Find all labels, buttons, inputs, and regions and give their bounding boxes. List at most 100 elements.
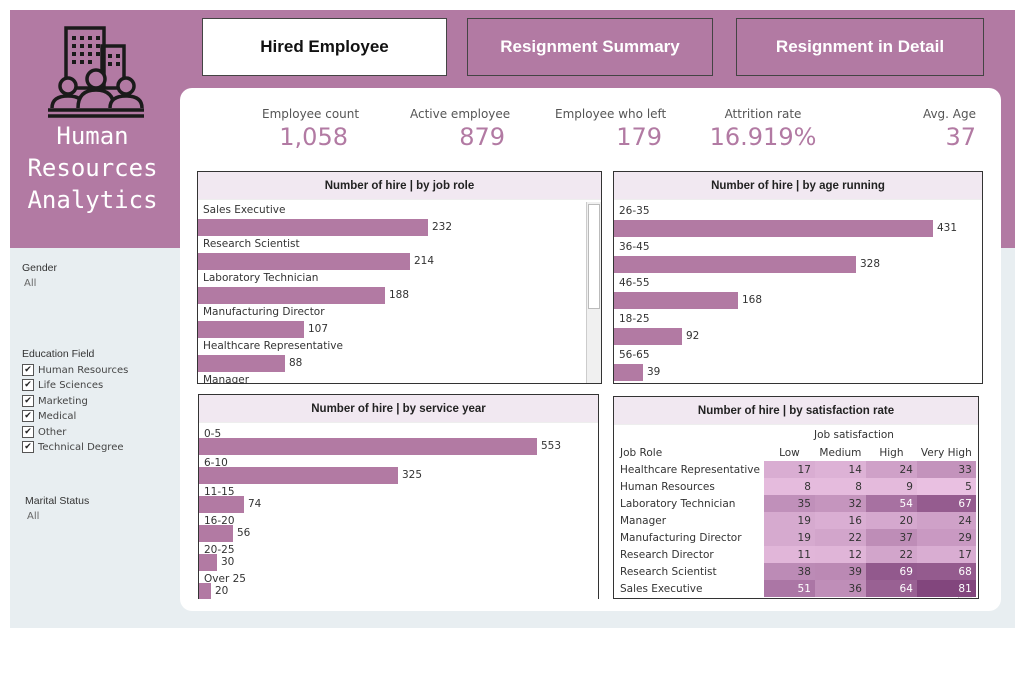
bar[interactable] [198, 321, 304, 338]
heatmap-cell[interactable]: 19 [763, 529, 815, 546]
chart-hire-by-job-role: Number of hire | by job role Sales Execu… [197, 171, 602, 384]
checkbox[interactable]: ✔ [22, 410, 34, 422]
heatmap-cell[interactable]: 12 [814, 546, 866, 563]
kpi-employee-left: Employee who left 179 [555, 107, 667, 151]
option-label: Life Sciences [38, 379, 104, 391]
heatmap-cell[interactable]: 8 [814, 478, 866, 495]
heatmap-cell[interactable]: 67 [916, 495, 976, 512]
bar[interactable] [614, 328, 682, 345]
bar-label: 56-65 [619, 349, 650, 361]
education-option[interactable]: ✔ Life Sciences [22, 378, 103, 392]
table-row: Human Resources 8 8 9 5 [616, 478, 976, 495]
kpi-label: Employee who left [555, 107, 667, 121]
heatmap-cell[interactable]: 33 [916, 461, 976, 478]
heatmap-cell[interactable]: 35 [763, 495, 815, 512]
heatmap-cell[interactable]: 17 [763, 461, 815, 478]
heatmap-cell[interactable]: 11 [763, 546, 815, 563]
kpi-label: Avg. Age [922, 107, 976, 121]
filter-gender-title: Gender [22, 262, 58, 274]
chart-scrollbar[interactable] [586, 202, 601, 383]
filter-marital-value[interactable]: All [27, 511, 40, 522]
heatmap-cell[interactable]: 22 [814, 529, 866, 546]
checkbox[interactable]: ✔ [22, 426, 34, 438]
heatmap-cell[interactable]: 69 [865, 563, 917, 580]
heatmap-cell[interactable]: 29 [916, 529, 976, 546]
kpi-label: Attrition rate [724, 107, 802, 121]
heatmap-cell[interactable]: 39 [814, 563, 866, 580]
table-row: Healthcare Representative 17 14 24 33 [616, 461, 976, 478]
education-option[interactable]: ✔ Marketing [22, 394, 88, 408]
tab-resignment-in-detail[interactable]: Resignment in Detail [736, 18, 984, 76]
heatmap-cell[interactable]: 64 [865, 580, 917, 597]
heatmap-cell[interactable]: 22 [865, 546, 917, 563]
option-label: Other [38, 426, 67, 438]
bar-label: Laboratory Technician [203, 272, 319, 284]
bar-value: 431 [937, 222, 958, 234]
heatmap-cell[interactable]: 9 [865, 478, 917, 495]
checkbox[interactable]: ✔ [22, 379, 34, 391]
bar[interactable] [614, 256, 856, 273]
bar-value: 553 [541, 440, 562, 452]
bar-value: 168 [742, 294, 763, 306]
table-row: Laboratory Technician 35 32 54 67 [616, 495, 976, 512]
bar[interactable] [198, 253, 410, 270]
bar-value: 56 [237, 527, 251, 539]
heatmap-cell[interactable]: 68 [916, 563, 976, 580]
bar[interactable] [199, 467, 398, 484]
bar[interactable] [199, 438, 537, 455]
bar-value: 88 [289, 357, 303, 369]
checkbox[interactable]: ✔ [22, 364, 34, 376]
heatmap-cell[interactable]: 81 [916, 580, 976, 597]
scroll-thumb[interactable] [588, 204, 600, 309]
app-title-line: Analytics [27, 186, 158, 214]
checkbox[interactable]: ✔ [22, 395, 34, 407]
tab-hired-employee[interactable]: Hired Employee [202, 18, 447, 76]
heatmap-cell[interactable]: 16 [814, 512, 866, 529]
kpi-value: 37 [945, 123, 976, 151]
checkbox[interactable]: ✔ [22, 441, 34, 453]
heatmap-cell[interactable]: 5 [916, 478, 976, 495]
education-option[interactable]: ✔ Medical [22, 409, 76, 423]
bar[interactable] [614, 292, 738, 309]
filter-gender-value[interactable]: All [24, 278, 37, 289]
heatmap-cell[interactable]: 36 [814, 580, 866, 597]
option-label: Medical [38, 410, 77, 422]
heatmap-cell[interactable]: 24 [865, 461, 917, 478]
heatmap-cell[interactable]: 51 [763, 580, 815, 597]
heatmap-cell[interactable]: 38 [763, 563, 815, 580]
heatmap-row-header: Job Role [620, 446, 663, 459]
heatmap-cell[interactable]: 14 [814, 461, 866, 478]
bar[interactable] [198, 287, 385, 304]
heatmap-cell[interactable]: 32 [814, 495, 866, 512]
heatmap-cell[interactable]: 19 [763, 512, 815, 529]
tab-resignment-summary[interactable]: Resignment Summary [467, 18, 713, 76]
bar-value: 188 [389, 289, 410, 301]
heatmap-cell[interactable]: 17 [916, 546, 976, 563]
heatmap-cell[interactable]: 8 [763, 478, 815, 495]
bar-label: Manager [203, 374, 250, 384]
education-option[interactable]: ✔ Technical Degree [22, 440, 124, 454]
bar-label: 18-25 [619, 313, 650, 325]
heatmap-cell[interactable]: 54 [865, 495, 917, 512]
bar-value: 20 [215, 585, 229, 597]
kpi-value: 1,058 [279, 123, 348, 151]
bar-label: Sales Executive [203, 204, 286, 216]
bar[interactable] [199, 496, 244, 513]
heatmap-cell[interactable]: 24 [916, 512, 976, 529]
heatmap-column-header: Medium [819, 446, 862, 459]
bar-value: 214 [414, 255, 435, 267]
option-label: Marketing [38, 395, 88, 407]
bar[interactable] [198, 355, 285, 372]
bar[interactable] [199, 525, 233, 542]
education-option[interactable]: ✔ Other [22, 425, 66, 439]
table-row: Sales Executive 51 36 64 81 [616, 580, 976, 597]
education-option[interactable]: ✔ Human Resources [22, 363, 128, 377]
heatmap-cell[interactable]: 20 [865, 512, 917, 529]
bar[interactable] [614, 220, 933, 237]
heatmap-cell[interactable]: 37 [865, 529, 917, 546]
bar[interactable] [199, 554, 217, 571]
bar[interactable] [614, 364, 643, 381]
bar[interactable] [199, 583, 211, 599]
bar[interactable] [198, 219, 428, 236]
heatmap-table: Job Role Low Medium High Very High Healthcare… [616, 444, 976, 597]
